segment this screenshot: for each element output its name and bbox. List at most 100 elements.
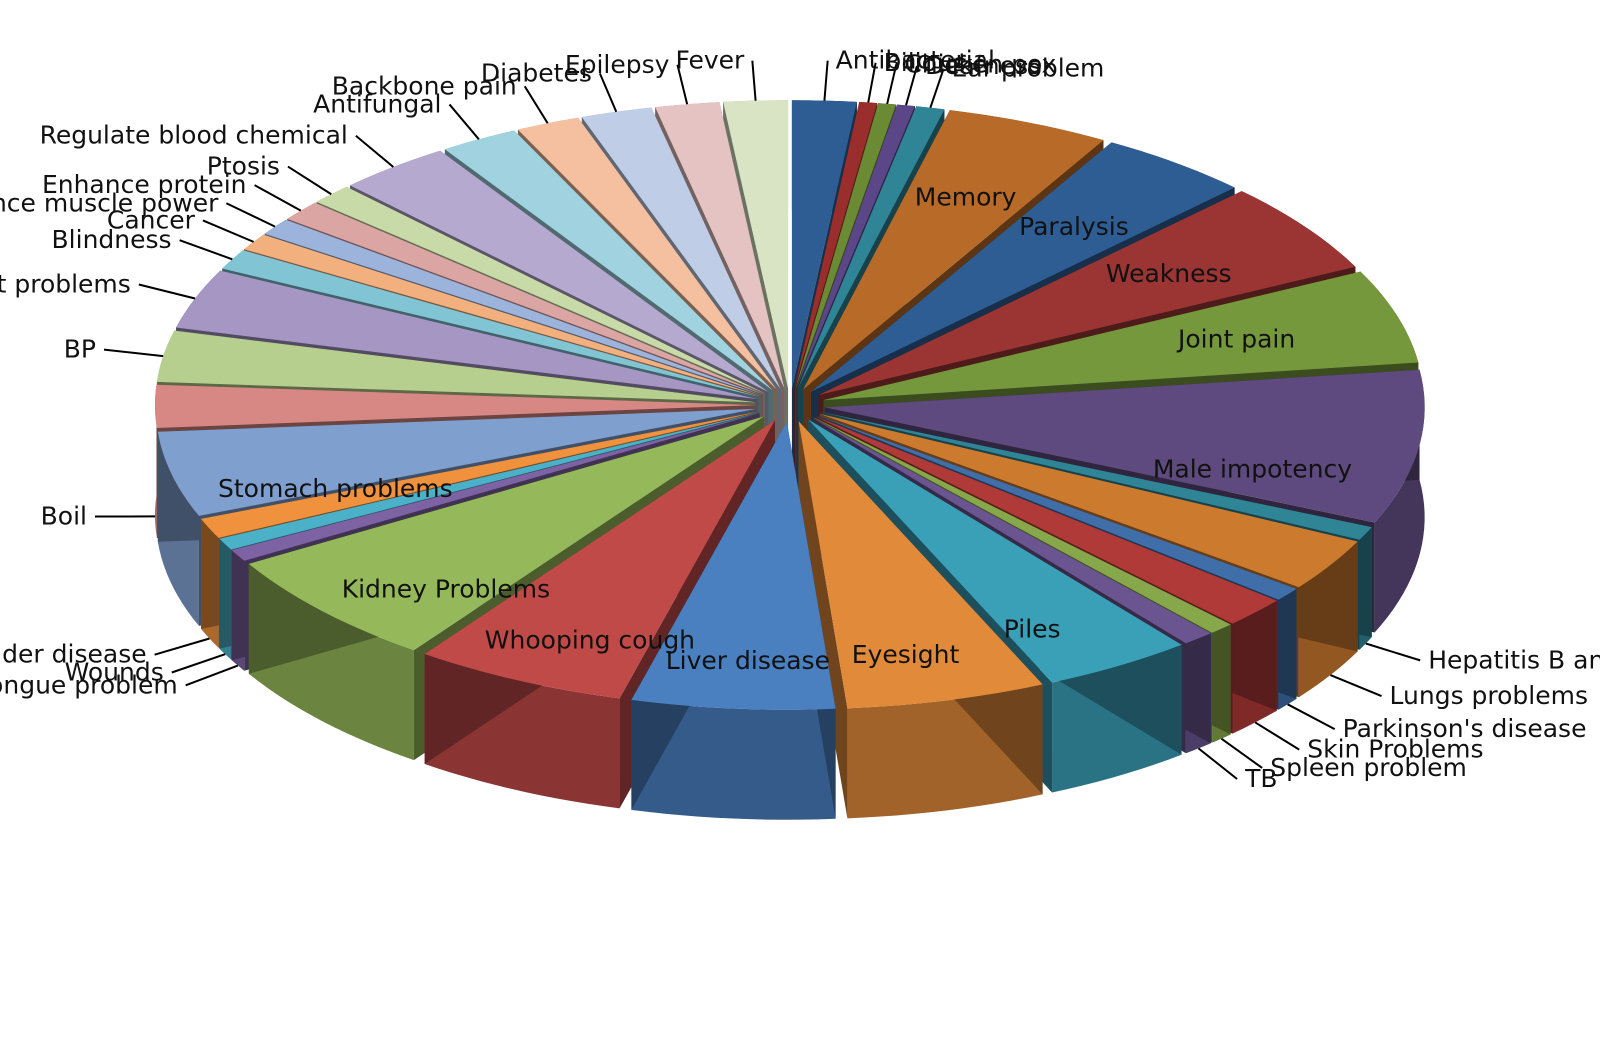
slice-label-cancer: Cancer bbox=[107, 205, 196, 234]
slice-liver-disease bbox=[631, 421, 836, 710]
slice-label-chicken-pox: Chicken pox bbox=[904, 49, 1056, 78]
slice-bp bbox=[156, 330, 756, 403]
slice-enhance-protein bbox=[287, 202, 764, 395]
leader-regulate-blood-chemical bbox=[355, 134, 394, 168]
slice-label-wounds: Wounds bbox=[65, 658, 164, 687]
leader-blindness bbox=[179, 239, 233, 261]
slice-label-skin-problems: Skin Problems bbox=[1307, 735, 1483, 764]
slice-regulate-blood-chemical bbox=[349, 150, 769, 392]
slice-antifungal bbox=[444, 130, 773, 391]
slice-stomach-problems bbox=[157, 408, 756, 516]
slice-enhance-muscle-power bbox=[264, 219, 762, 396]
slice-diabetes bbox=[581, 107, 781, 389]
slice-label-enhance-protein: Enhance protein bbox=[42, 170, 247, 199]
slice-memory bbox=[803, 110, 1104, 390]
slice-label-memory: Memory bbox=[915, 182, 1017, 211]
slice-label-male-impotency: Male impotency bbox=[1153, 454, 1352, 483]
slice-parkinson-s-disease bbox=[817, 415, 1297, 600]
slice-weakness bbox=[818, 191, 1356, 396]
leader-chicken-pox bbox=[886, 64, 898, 105]
slice-spleen-problem bbox=[813, 417, 1231, 633]
slice-label-spleen-problem: Spleen problem bbox=[1270, 753, 1467, 782]
leader-lines bbox=[95, 60, 1421, 780]
slice-label-lungs-problems: Lungs problems bbox=[1390, 681, 1589, 710]
slice-label-stomach-problems: Stomach problems bbox=[218, 474, 453, 503]
leader-fever bbox=[751, 60, 757, 101]
slice-label-bilious: Bilious bbox=[884, 48, 966, 77]
slice-paralysis bbox=[811, 142, 1235, 392]
slice-label-hepatitis-b-and-c: Hepatitis B and C bbox=[1428, 645, 1600, 674]
slice-male-impotency bbox=[824, 369, 1425, 523]
slice-label-tongue-problem: Tongue problem bbox=[0, 670, 178, 699]
leader-ptosis bbox=[287, 165, 332, 196]
slice-label-diabetes: Diabetes bbox=[481, 58, 592, 87]
slice-backbone-pain bbox=[517, 117, 777, 390]
leader-bladder-disease bbox=[154, 637, 210, 656]
leader-skin-problems bbox=[1254, 721, 1300, 751]
leader-deafness bbox=[905, 65, 918, 106]
leader-enhance-muscle-power bbox=[225, 202, 276, 228]
leader-hepatitis-b-and-c bbox=[1365, 642, 1421, 662]
slice-label-joint-pain: Joint pain bbox=[1176, 324, 1295, 353]
slice-lungs-problems bbox=[819, 413, 1358, 588]
leader-antibacterial bbox=[823, 60, 829, 101]
slice-label-regulate-blood-chemical: Regulate blood chemical bbox=[40, 121, 348, 150]
leader-tb bbox=[1197, 747, 1238, 780]
slice-label-kidney-problems: Kidney Problems bbox=[342, 575, 550, 604]
slice-piles bbox=[808, 419, 1182, 683]
slice-label-piles: Piles bbox=[1004, 615, 1061, 644]
slice-boil bbox=[155, 384, 756, 429]
slice-label-ear-problem: Ear problem bbox=[952, 54, 1105, 83]
slice-label-eyesight: Eyesight bbox=[852, 640, 960, 669]
slice-rim-male-impotency bbox=[1374, 369, 1425, 633]
slice-label-whooping-cough: Whooping cough bbox=[485, 626, 695, 655]
leader-lungs-problems bbox=[1330, 674, 1382, 697]
slice-chicken-pox bbox=[795, 103, 897, 389]
leader-parkinson-s-disease bbox=[1287, 703, 1336, 731]
slice-epilepsy bbox=[655, 102, 785, 389]
leader-bilious bbox=[867, 62, 877, 103]
slice-tops bbox=[155, 100, 1425, 710]
leader-heart-problems bbox=[138, 283, 196, 300]
slice-ptosis bbox=[316, 186, 765, 394]
slice-cancer bbox=[244, 234, 761, 397]
slice-label-ptosis: Ptosis bbox=[207, 152, 280, 181]
slice-bladder-disease bbox=[201, 411, 759, 538]
slice-deafness bbox=[796, 104, 915, 389]
slice-hepatitis-b-and-c bbox=[821, 412, 1372, 540]
slice-label-enhance-muscle-power: Enhance muscle power bbox=[0, 188, 219, 217]
slice-label-epilepsy: Epilepsy bbox=[565, 50, 670, 79]
slice-tongue-problem bbox=[231, 413, 760, 561]
slice-label-bp: BP bbox=[64, 335, 96, 364]
leader-backbone-pain bbox=[523, 85, 549, 124]
leader-antifungal bbox=[448, 103, 480, 140]
slice-label-fever: Fever bbox=[675, 46, 745, 75]
slice-label-boil: Boil bbox=[41, 502, 87, 531]
leader-enhance-protein bbox=[254, 184, 302, 212]
leader-epilepsy bbox=[676, 64, 689, 105]
slice-blindness bbox=[222, 250, 760, 397]
slice-label-weakness: Weakness bbox=[1106, 259, 1232, 288]
leader-tongue-problem bbox=[185, 664, 239, 687]
leader-cancer bbox=[202, 219, 254, 243]
slice-label-blindness: Blindness bbox=[52, 225, 172, 254]
slice-heart-problems bbox=[176, 270, 758, 400]
slice-wounds bbox=[219, 412, 759, 550]
slice-antibacterial bbox=[791, 100, 857, 389]
slice-label-deafness: Deafness bbox=[925, 51, 1041, 80]
slice-joint-pain bbox=[823, 271, 1419, 401]
leader-spleen-problem bbox=[1220, 737, 1263, 769]
slice-label-paralysis: Paralysis bbox=[1019, 212, 1129, 241]
slice-label-backbone-pain: Backbone pain bbox=[332, 71, 517, 100]
slice-label-antifungal: Antifungal bbox=[313, 89, 441, 118]
slice-label-bladder-disease: Bladder disease bbox=[0, 640, 147, 669]
slice-ear-problem bbox=[797, 106, 945, 389]
slice-label-tb: TB bbox=[1244, 764, 1277, 793]
slice-fever bbox=[723, 100, 789, 389]
leader-wounds bbox=[171, 653, 226, 674]
slice-whooping-cough bbox=[424, 420, 776, 699]
slice-skin-problems bbox=[815, 416, 1277, 624]
slice-label-liver-disease: Liver disease bbox=[666, 646, 830, 675]
